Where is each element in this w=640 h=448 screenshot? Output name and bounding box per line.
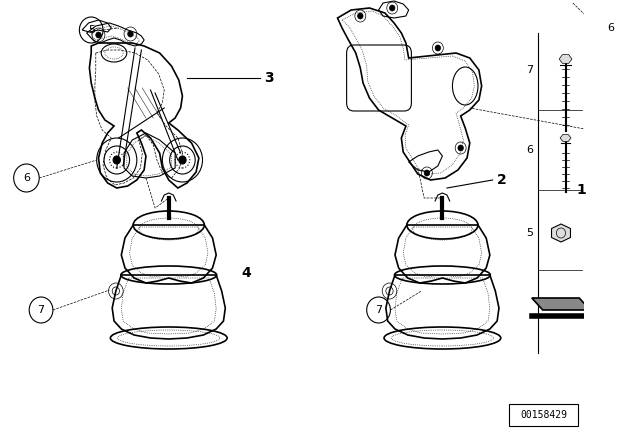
Text: 3: 3 (264, 71, 274, 85)
Text: 5: 5 (527, 228, 534, 238)
Circle shape (179, 156, 186, 164)
Text: 5: 5 (88, 25, 95, 35)
Polygon shape (532, 298, 590, 310)
Circle shape (390, 5, 395, 11)
Text: 00158429: 00158429 (520, 410, 567, 420)
Text: 7: 7 (38, 305, 45, 315)
Text: 7: 7 (527, 65, 534, 75)
Polygon shape (560, 134, 571, 142)
Circle shape (358, 13, 363, 19)
Text: 1: 1 (577, 183, 586, 197)
Circle shape (424, 170, 429, 176)
Polygon shape (552, 224, 570, 242)
Text: 6: 6 (527, 145, 534, 155)
Text: 2: 2 (497, 173, 507, 187)
Circle shape (128, 31, 133, 37)
Text: 6: 6 (607, 23, 614, 33)
Polygon shape (559, 55, 572, 63)
Circle shape (458, 145, 463, 151)
Text: 4: 4 (242, 266, 252, 280)
Text: 7: 7 (375, 305, 382, 315)
Circle shape (113, 156, 120, 164)
Circle shape (96, 32, 101, 38)
Circle shape (435, 45, 440, 51)
Text: 6: 6 (23, 173, 30, 183)
